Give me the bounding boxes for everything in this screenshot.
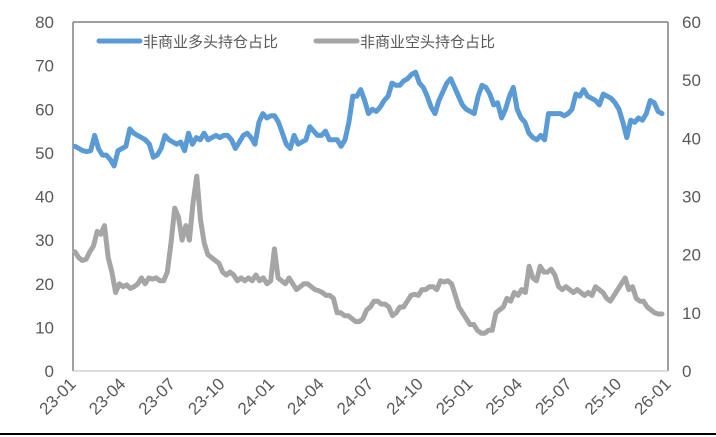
x-axis: 23-01 23-04 23-07 23-10 24-01 24-04 24-07 24-10… <box>36 374 675 418</box>
x-tick-label: 25-01 <box>432 374 476 418</box>
y-left-tick-label: 20 <box>35 275 54 294</box>
series-long-line <box>72 69 665 169</box>
x-tick-label: 23-10 <box>184 374 228 418</box>
x-tick-label: 24-04 <box>284 374 328 418</box>
y-right-tick-label: 0 <box>682 362 691 381</box>
legend: 非商业多头持仓占比 非商业空头持仓占比 <box>96 33 495 51</box>
bottom-border <box>0 433 716 435</box>
legend-item-long: 非商业多头持仓占比 <box>96 33 278 51</box>
x-tick-label: 25-07 <box>531 374 575 418</box>
y-right-tick-label: 20 <box>682 246 701 265</box>
y-right-tick-label: 30 <box>682 188 701 207</box>
y-right-tick-label: 40 <box>682 129 701 148</box>
y-left-tick-label: 0 <box>45 362 54 381</box>
y-left-tick-label: 80 <box>35 13 54 32</box>
legend-item-short: 非商业空头持仓占比 <box>313 33 495 51</box>
x-tick-label: 24-07 <box>333 374 377 418</box>
x-tick-label: 23-01 <box>36 374 80 418</box>
x-tick-label: 23-04 <box>85 374 129 418</box>
y-right-tick-label: 50 <box>682 71 701 90</box>
x-tick-label: 26-01 <box>631 374 675 418</box>
y-left-tick-label: 10 <box>35 318 54 337</box>
y-left-tick-label: 50 <box>35 144 54 163</box>
y-axis-left: 0 10 20 30 40 50 60 70 80 <box>35 13 54 381</box>
y-right-tick-label: 10 <box>682 304 701 323</box>
y-left-tick-label: 60 <box>35 100 54 119</box>
plot-frame <box>72 21 669 372</box>
y-left-tick-label: 30 <box>35 231 54 250</box>
x-tick-label: 24-10 <box>383 374 427 418</box>
y-left-tick-label: 40 <box>35 188 54 207</box>
x-tick-label: 25-10 <box>581 374 625 418</box>
y-axis-right: 0 10 20 30 40 50 60 <box>682 13 701 381</box>
x-tick-label: 24-01 <box>234 374 278 418</box>
series-layer <box>72 69 665 336</box>
x-tick-label: 25-04 <box>482 374 526 418</box>
y-left-tick-label: 70 <box>35 57 54 76</box>
y-right-tick-label: 60 <box>682 13 701 32</box>
x-tick-label: 23-07 <box>135 374 179 418</box>
legend-label-short: 非商业空头持仓占比 <box>360 33 495 51</box>
legend-label-long: 非商业多头持仓占比 <box>143 33 278 51</box>
series-short-line <box>72 173 665 336</box>
